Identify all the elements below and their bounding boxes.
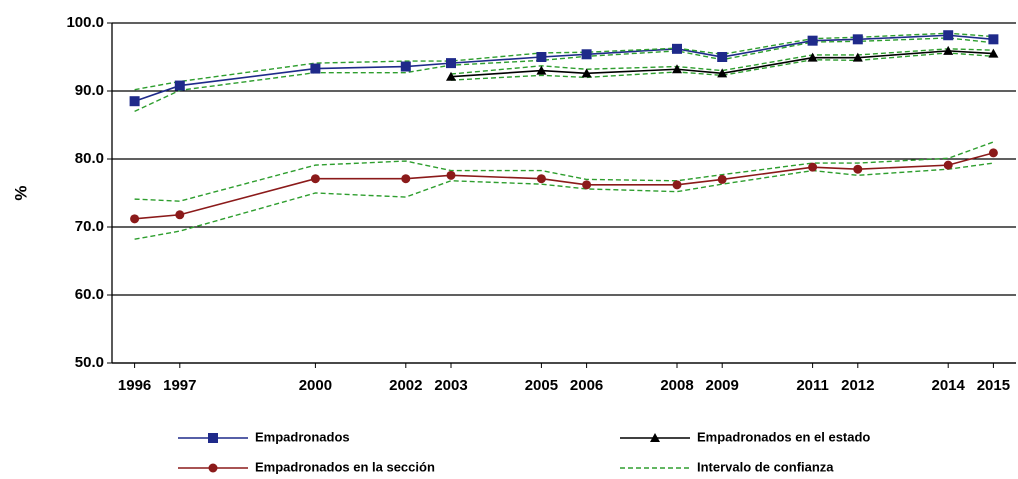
marker: [672, 64, 682, 74]
marker: [717, 174, 727, 184]
x-tick-label: 1997: [163, 377, 196, 394]
marker: [988, 148, 998, 158]
marker: [650, 433, 660, 442]
x-tick-label: 2012: [841, 377, 874, 394]
marker: [943, 30, 954, 41]
marker: [943, 45, 954, 55]
marker: [943, 160, 953, 170]
marker: [717, 68, 728, 78]
marker: [400, 61, 411, 72]
series-line: [450, 52, 994, 81]
x-tick-label: 2011: [796, 377, 829, 394]
y-tick-label: 50.0: [75, 354, 104, 371]
series-line: [134, 141, 994, 202]
x-tick-label: 2009: [706, 377, 739, 394]
marker: [852, 34, 863, 45]
legend-label: Empadronados en la sección: [255, 459, 435, 474]
marker: [988, 34, 999, 45]
marker: [582, 180, 592, 190]
marker: [808, 162, 818, 172]
y-tick-label: 80.0: [75, 150, 104, 167]
x-tick-label: 2003: [434, 377, 467, 394]
marker: [446, 71, 456, 81]
marker: [401, 174, 411, 184]
marker: [129, 96, 140, 107]
marker: [208, 433, 218, 443]
x-tick-label: 2015: [977, 377, 1010, 394]
y-tick-label: 90.0: [75, 82, 104, 99]
marker: [130, 214, 140, 224]
legend-label: Empadronados: [255, 429, 350, 444]
y-tick-label: 70.0: [75, 218, 104, 235]
marker: [672, 43, 682, 54]
marker: [175, 210, 185, 220]
marker: [853, 164, 863, 174]
marker: [672, 180, 682, 190]
marker: [581, 68, 592, 78]
y-tick-label: 60.0: [75, 286, 104, 303]
marker: [174, 80, 185, 91]
x-tick-label: 2006: [570, 377, 603, 394]
series-line: [450, 48, 994, 75]
marker: [446, 58, 456, 69]
marker: [310, 174, 320, 184]
series-line: [134, 162, 994, 240]
marker: [988, 48, 999, 58]
y-tick-label: 100.0: [66, 14, 104, 31]
marker: [536, 52, 547, 62]
x-tick-label: 2000: [299, 377, 332, 394]
x-tick-label: 2014: [932, 377, 966, 394]
x-tick-label: 2008: [660, 377, 693, 394]
marker: [536, 174, 546, 184]
legend-label: Intervalo de confianza: [697, 459, 834, 474]
marker: [581, 49, 592, 60]
marker: [807, 35, 818, 46]
legend-label: Empadronados en el estado: [697, 429, 870, 444]
marker: [310, 63, 321, 74]
marker: [852, 52, 863, 62]
marker: [446, 170, 456, 180]
marker: [536, 65, 547, 75]
marker: [208, 463, 218, 473]
marker: [807, 52, 818, 62]
x-tick-label: 2005: [525, 377, 558, 394]
x-tick-label: 2002: [389, 377, 422, 394]
y-axis-label: %: [11, 185, 30, 200]
x-tick-label: 1996: [118, 377, 151, 394]
marker: [717, 52, 728, 62]
